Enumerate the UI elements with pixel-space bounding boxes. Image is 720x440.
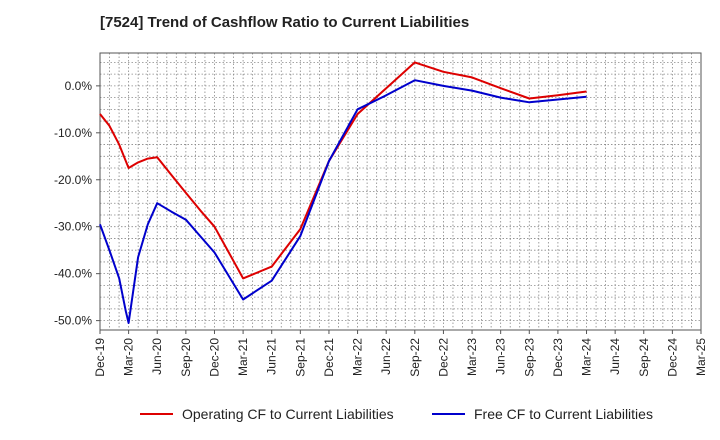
legend-label: Free CF to Current Liabilities bbox=[474, 406, 653, 422]
y-tick-label: -50.0% bbox=[54, 314, 92, 328]
x-tick-label: Sep-21 bbox=[293, 338, 307, 377]
x-tick-label: Mar-24 bbox=[580, 338, 594, 376]
x-tick-label: Sep-23 bbox=[522, 338, 536, 377]
legend-label: Operating CF to Current Liabilities bbox=[182, 406, 394, 422]
x-tick-label: Jun-23 bbox=[494, 338, 508, 375]
series-lines bbox=[99, 61, 587, 324]
x-tick-label: Mar-25 bbox=[694, 338, 708, 376]
y-axis-ticks: 0.0% -10.0% -20.0% -30.0% -40.0% -50.0% bbox=[54, 79, 100, 328]
x-tick-label: Dec-24 bbox=[665, 338, 679, 377]
x-tick-label: Mar-23 bbox=[465, 338, 479, 376]
legend: Operating CF to Current Liabilities Free … bbox=[140, 406, 653, 422]
x-tick-label: Jun-22 bbox=[379, 338, 393, 375]
x-tick-label: Sep-20 bbox=[179, 338, 193, 377]
x-tick-label: Dec-19 bbox=[93, 338, 107, 377]
x-tick-label: Mar-22 bbox=[351, 338, 365, 376]
x-tick-label: Dec-21 bbox=[322, 338, 336, 377]
x-tick-label: Jun-21 bbox=[265, 338, 279, 375]
grid-lines bbox=[100, 53, 701, 330]
x-tick-label: Mar-20 bbox=[122, 338, 136, 376]
y-tick-label: -40.0% bbox=[54, 267, 92, 281]
x-tick-label: Sep-24 bbox=[637, 338, 651, 377]
x-axis-ticks: Dec-19 Mar-20 Jun-20 Sep-20 Dec-20 Mar-21 Jun-… bbox=[93, 330, 708, 377]
x-tick-label: Dec-20 bbox=[207, 338, 221, 377]
series-line-operating-cf bbox=[99, 61, 587, 280]
series-line-free-cf bbox=[99, 79, 587, 324]
plot-area-frame bbox=[99, 52, 702, 331]
y-tick-label: -30.0% bbox=[54, 220, 92, 234]
y-tick-label: -10.0% bbox=[54, 126, 92, 140]
chart-title: [7524] Trend of Cashflow Ratio to Curren… bbox=[100, 14, 470, 31]
x-tick-label: Dec-23 bbox=[551, 338, 565, 377]
y-tick-label: 0.0% bbox=[65, 79, 93, 93]
x-tick-label: Dec-22 bbox=[436, 338, 450, 377]
x-tick-label: Jun-20 bbox=[150, 338, 164, 375]
y-tick-label: -20.0% bbox=[54, 173, 92, 187]
x-tick-label: Sep-22 bbox=[408, 338, 422, 377]
x-tick-label: Jun-24 bbox=[608, 338, 622, 375]
x-tick-label: Mar-21 bbox=[236, 338, 250, 376]
